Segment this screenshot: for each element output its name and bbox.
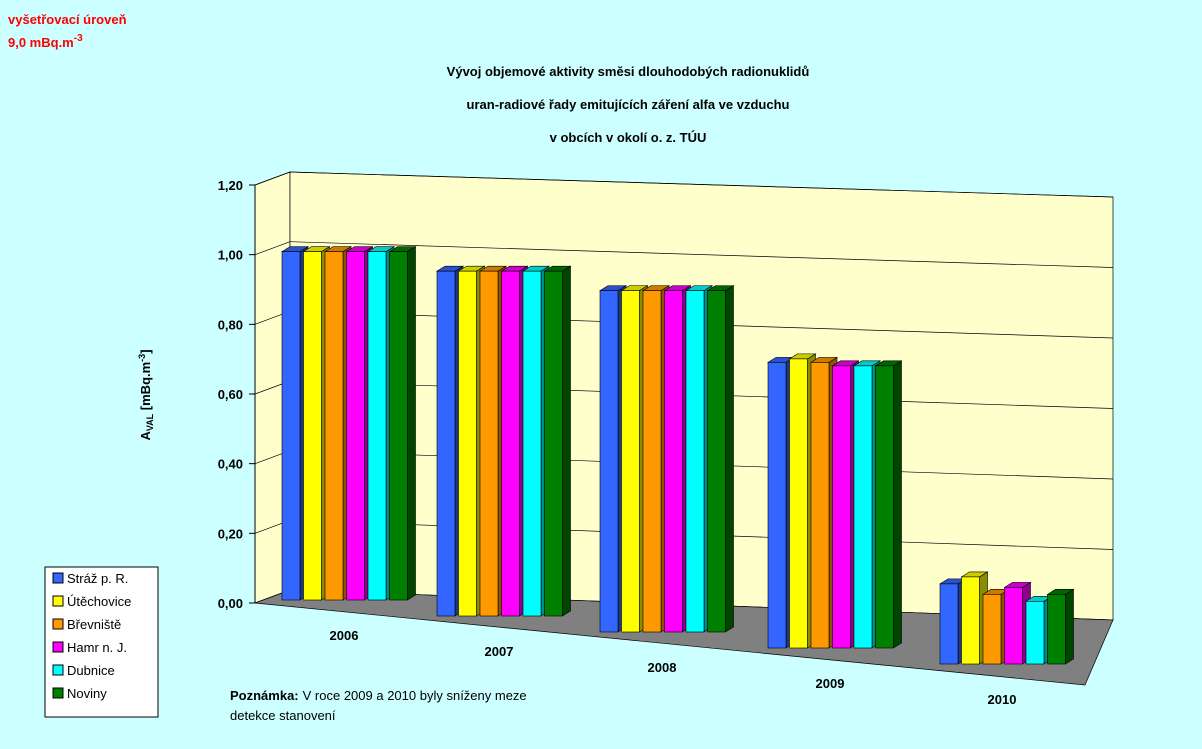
bar: [707, 290, 726, 633]
legend-swatch: [52, 572, 64, 584]
y-tick-label: 0,80: [218, 317, 243, 332]
investigation-level: 9,0 mBq.m-3: [8, 33, 83, 50]
investigation-level: vyšetřovací úroveň: [8, 12, 127, 27]
bar-side: [562, 265, 571, 617]
y-tick-label: 1,00: [218, 248, 243, 263]
legend-swatch: [52, 618, 64, 630]
bar: [810, 362, 830, 649]
bar: [346, 251, 365, 601]
bar: [458, 270, 477, 617]
bar-side: [725, 285, 734, 633]
bar: [982, 594, 1002, 665]
bar: [621, 290, 640, 633]
bar-side: [1065, 588, 1074, 665]
y-axis-label: AVAL [mBq.m-3]: [137, 349, 155, 440]
y-label-part: A: [138, 431, 153, 441]
legend-label: Břevniště: [67, 617, 121, 632]
legend-swatch: [52, 687, 64, 699]
bar: [501, 270, 520, 617]
bar: [789, 358, 808, 649]
legend-label: Dubnice: [67, 663, 115, 678]
bar: [1004, 587, 1023, 665]
note: Poznámka: V roce 2009 a 2010 byly sníženy…: [230, 688, 527, 703]
chart-title: uran-radiové řady emitujících záření alf…: [467, 97, 790, 112]
bar: [479, 270, 499, 617]
bar: [1025, 600, 1045, 665]
chart-title: v obcích v okolí o. z. TÚU: [550, 130, 707, 145]
bar: [939, 583, 959, 665]
bars: 2006 2007 2008 2009 2010: [280, 246, 1075, 707]
y-label-sub: VAL: [145, 413, 155, 431]
y-label-sup: -3: [137, 354, 147, 362]
bar: [767, 362, 787, 649]
legend-label: Hamr n. J.: [67, 640, 127, 655]
legend-label: Noviny: [67, 686, 107, 701]
chart-title: Vývoj objemové aktivity směsi dlouhodobý…: [447, 64, 810, 79]
x-tick-label: 2010: [988, 692, 1017, 707]
bar: [281, 251, 301, 601]
grid-line: [289, 171, 1114, 198]
legend-swatch: [52, 664, 64, 676]
investigation-level-value: 9,0 mBq.m: [8, 35, 74, 50]
legend-swatch: [52, 641, 64, 653]
bar: [832, 365, 851, 649]
y-tick-label: 0,00: [218, 596, 243, 611]
investigation-level-sup: -3: [74, 33, 83, 44]
legend: [44, 566, 159, 718]
y-label-part: [mBq.m: [138, 362, 153, 414]
bar: [664, 290, 683, 633]
y-tick-label: 0,20: [218, 526, 243, 541]
x-tick-label: 2006: [330, 628, 359, 643]
bar: [544, 270, 563, 617]
y-tick-label: 0,40: [218, 457, 243, 472]
y-label-part: ]: [138, 349, 153, 353]
bar: [1047, 594, 1066, 665]
bar: [875, 365, 894, 649]
note-text: V roce 2009 a 2010 byly sníženy meze: [303, 688, 527, 703]
bar-side: [893, 360, 902, 649]
bar: [522, 270, 542, 617]
x-tick-label: 2008: [648, 660, 677, 675]
x-tick-label: 2009: [816, 676, 845, 691]
grid-line: [254, 241, 291, 255]
bar: [961, 576, 980, 665]
bar: [599, 290, 619, 633]
note-label: Poznámka:: [230, 688, 299, 703]
grid-line: [254, 171, 291, 186]
bar: [303, 251, 322, 601]
bar: [853, 365, 873, 649]
grid-line: [289, 241, 1114, 268]
bar: [642, 290, 662, 633]
bar: [389, 251, 408, 601]
x-tick-label: 2007: [485, 644, 514, 659]
bar: [436, 270, 456, 617]
legend-label: Útěchovice: [67, 594, 131, 609]
legend-swatch: [52, 595, 64, 607]
note-text: detekce stanovení: [230, 708, 336, 723]
bar: [685, 290, 705, 633]
legend-items: Stráž p. R. Útěchovice Břevniště Hamr n. J.…: [52, 571, 131, 701]
bar: [367, 251, 387, 601]
bar: [324, 251, 344, 601]
y-tick-label: 1,20: [218, 178, 243, 193]
y-tick-label: 0,60: [218, 387, 243, 402]
legend-label: Stráž p. R.: [67, 571, 128, 586]
bar-side: [407, 246, 416, 601]
